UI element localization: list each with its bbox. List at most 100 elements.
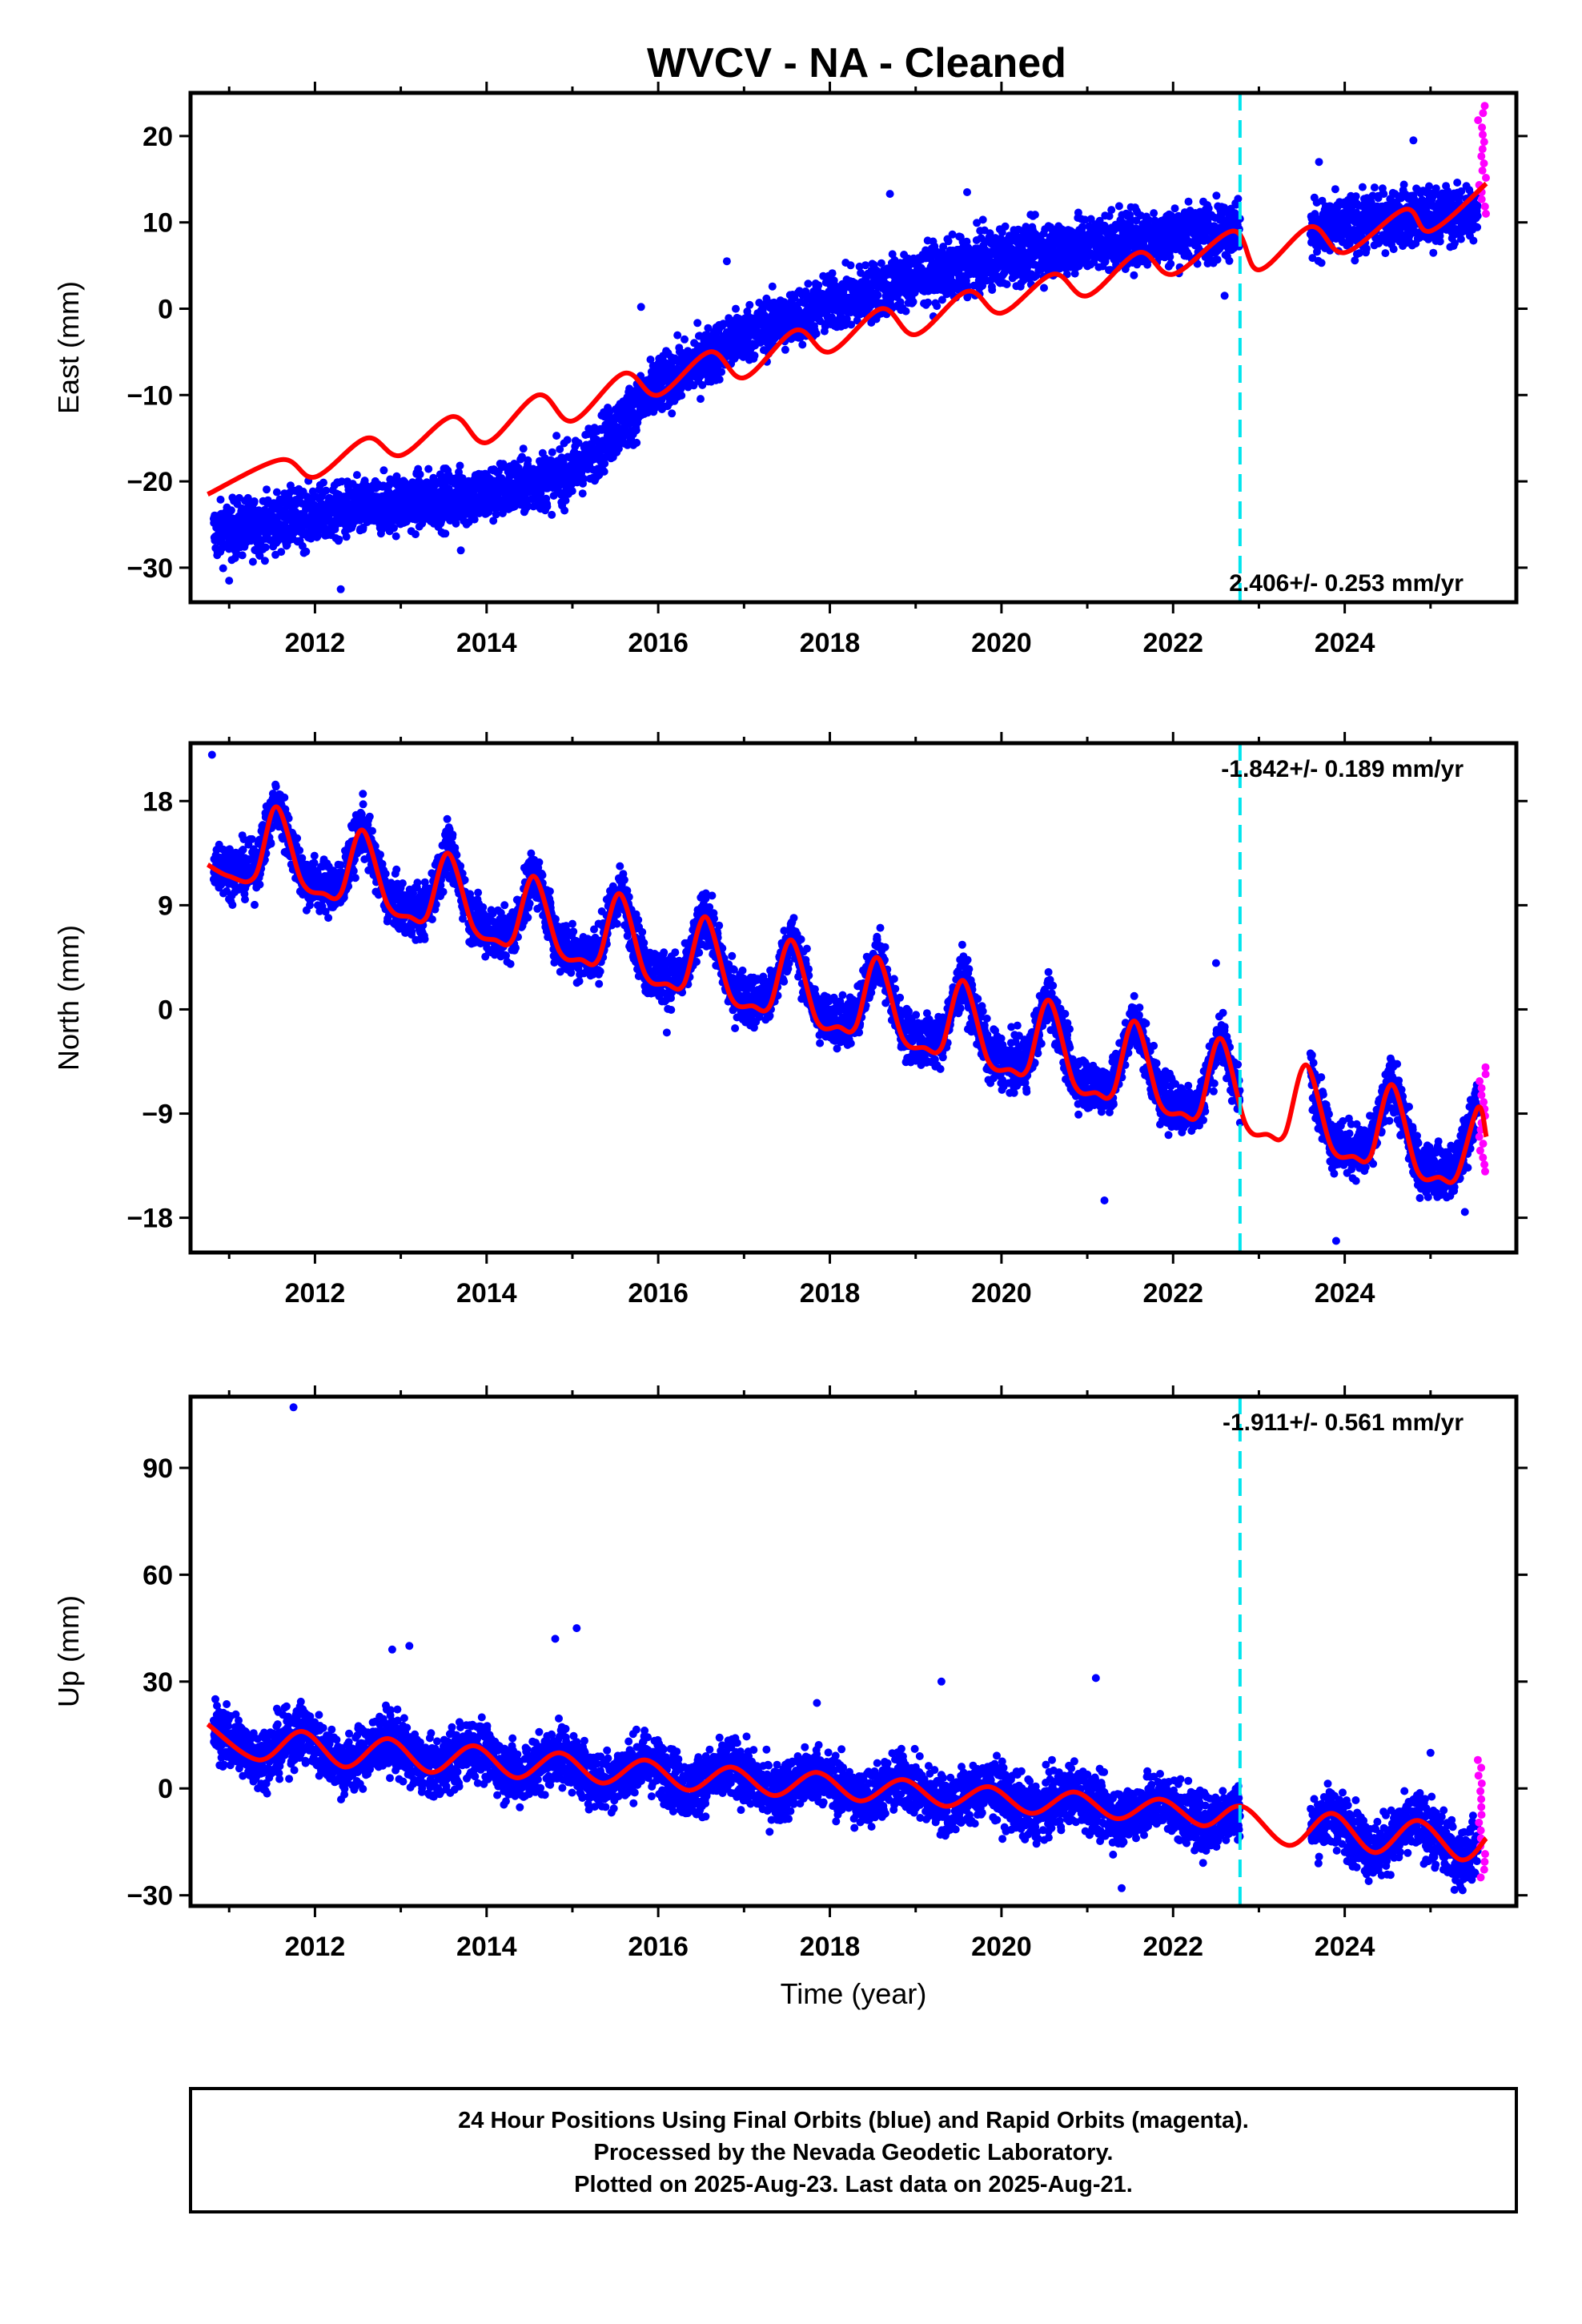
final-orbit-point [600, 467, 608, 476]
final-orbit-point [552, 432, 561, 440]
final-orbit-point [1234, 195, 1243, 203]
final-orbit-point [1435, 237, 1444, 246]
final-orbit-point [470, 515, 479, 524]
final-orbit-point [978, 215, 987, 224]
final-orbit-point [1225, 256, 1234, 265]
final-orbit-point [1370, 183, 1379, 192]
final-orbit-point [697, 395, 705, 404]
final-orbit-point [272, 488, 281, 497]
final-orbit-point [337, 477, 346, 486]
final-orbit-point [1351, 192, 1360, 201]
final-orbit-point [524, 456, 532, 464]
final-orbit-point [441, 529, 450, 538]
final-orbit-point [1001, 222, 1010, 231]
final-orbit-point [1317, 259, 1326, 267]
final-orbit-point [227, 506, 235, 515]
final-orbit-point [248, 557, 257, 566]
final-orbit-point [873, 291, 882, 300]
final-orbit-point [563, 436, 572, 444]
final-orbit-point [342, 533, 351, 541]
final-orbit-point [1184, 197, 1193, 206]
final-orbit-point [828, 269, 837, 278]
final-orbit-point [391, 532, 400, 541]
final-orbit-point [847, 320, 856, 329]
final-orbit-point [715, 375, 724, 384]
final-orbit-point [681, 335, 689, 344]
final-orbit-point [302, 547, 311, 556]
final-orbit-point [924, 298, 932, 307]
final-orbit-point [704, 324, 713, 332]
final-orbit-point [335, 535, 343, 544]
final-orbit-point [359, 523, 367, 532]
final-orbit-point [1213, 255, 1222, 264]
final-orbit-point [668, 409, 677, 418]
final-orbit-point [523, 501, 532, 509]
final-orbit-point [568, 487, 576, 496]
final-orbit-point [1107, 206, 1116, 215]
final-orbit-point [1399, 180, 1408, 189]
final-orbit-point [632, 438, 641, 447]
final-orbit-point [939, 243, 948, 251]
final-orbit-point [418, 519, 427, 528]
final-orbit-point [379, 466, 388, 475]
final-orbit-point [944, 237, 953, 246]
final-orbit-point [1040, 283, 1048, 292]
final-orbit-point [888, 250, 897, 259]
final-orbit-point [250, 497, 259, 505]
east-panel: 2012 2014 2016 2018 2020 2022 2024−30−20−10010… [52, 82, 1528, 658]
final-orbit-point [714, 361, 722, 370]
final-orbit-point [295, 493, 304, 502]
final-orbit-point [390, 524, 398, 533]
final-orbit-point [646, 356, 655, 364]
final-orbit-point [1130, 271, 1138, 279]
final-orbit-point [1166, 252, 1174, 261]
final-orbit-point [578, 489, 587, 498]
final-orbit-point [319, 478, 327, 487]
final-orbit-point [1379, 190, 1388, 199]
final-orbit-point [580, 474, 588, 483]
final-orbit-point [841, 321, 849, 329]
final-orbit-point [219, 564, 227, 573]
final-orbit-point [745, 300, 754, 309]
final-orbit-point [352, 471, 361, 480]
final-orbit-point [846, 261, 855, 270]
final-orbit-point [574, 439, 583, 448]
east-final-orbits-points [209, 136, 1482, 593]
final-orbit-point [677, 391, 686, 400]
final-orbit-point [263, 485, 271, 494]
final-orbit-point [768, 282, 777, 291]
final-orbit-point [856, 310, 865, 319]
final-orbit-point [909, 297, 917, 306]
final-orbit-point [933, 302, 942, 311]
final-orbit-point [322, 486, 331, 495]
final-orbit-point [518, 452, 526, 461]
final-orbit-point [519, 444, 528, 453]
final-orbit-point [853, 316, 861, 325]
final-orbit-point [1429, 248, 1438, 257]
final-orbit-point [1358, 183, 1367, 191]
final-orbit-point [556, 445, 564, 453]
final-orbit-point [644, 408, 652, 417]
final-orbit-point [1212, 191, 1221, 200]
final-orbit-point [877, 259, 885, 267]
final-orbit-point [1381, 249, 1390, 258]
final-orbit-point [255, 552, 264, 560]
final-orbit-point [732, 304, 740, 313]
final-orbit-point [560, 506, 569, 515]
final-orbit-point [260, 557, 269, 565]
final-orbit-point [416, 470, 424, 479]
final-orbit-point [698, 380, 707, 389]
final-orbit-point [632, 426, 640, 435]
final-orbit-point [750, 352, 759, 360]
final-orbit-point [842, 315, 851, 324]
final-orbit-point [693, 319, 702, 328]
final-orbit-point [600, 459, 609, 468]
final-orbit-point [988, 286, 997, 294]
final-orbit-point [948, 230, 957, 239]
final-orbit-point [263, 496, 272, 505]
final-orbit-point [238, 551, 247, 560]
chart-title: WVCV - NA - Cleaned [647, 40, 1066, 86]
final-orbit-point [561, 497, 570, 505]
final-orbit-point [216, 495, 225, 504]
